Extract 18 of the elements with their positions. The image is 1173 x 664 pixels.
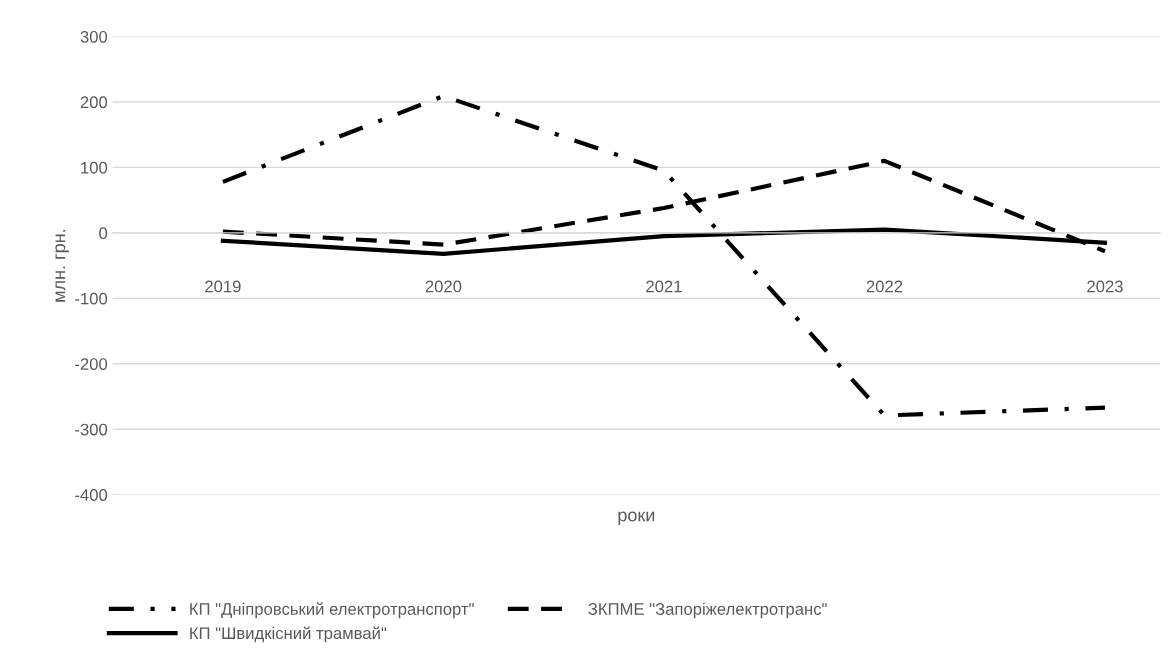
y-tick-label: 300	[80, 30, 108, 43]
x-tick-label: 2021	[646, 280, 682, 293]
x-axis-title: роки	[618, 511, 655, 525]
y-tick-label: -100	[75, 292, 108, 305]
y-tick-label: -300	[75, 423, 108, 436]
y-tick-label: 200	[80, 96, 108, 109]
y-axis-title: млн. грн.	[55, 229, 69, 302]
legend-label: КП "Дніпровський електротранспорт"	[190, 602, 474, 619]
legend-label: КП "Швидкісний трамвай"	[190, 626, 387, 643]
y-tick-label: -400	[75, 489, 108, 501]
x-tick-label: 2020	[425, 280, 462, 293]
legend-label: ЗКПМЕ "Запоріжелектротранс"	[588, 602, 827, 619]
x-tick-label: 2023	[1087, 280, 1123, 293]
x-tick-label: 2019	[205, 280, 241, 293]
y-tick-label: 0	[99, 227, 108, 240]
x-tick-label: 2022	[866, 280, 903, 293]
y-tick-label: 100	[81, 161, 108, 174]
y-tick-label: -200	[75, 358, 108, 370]
